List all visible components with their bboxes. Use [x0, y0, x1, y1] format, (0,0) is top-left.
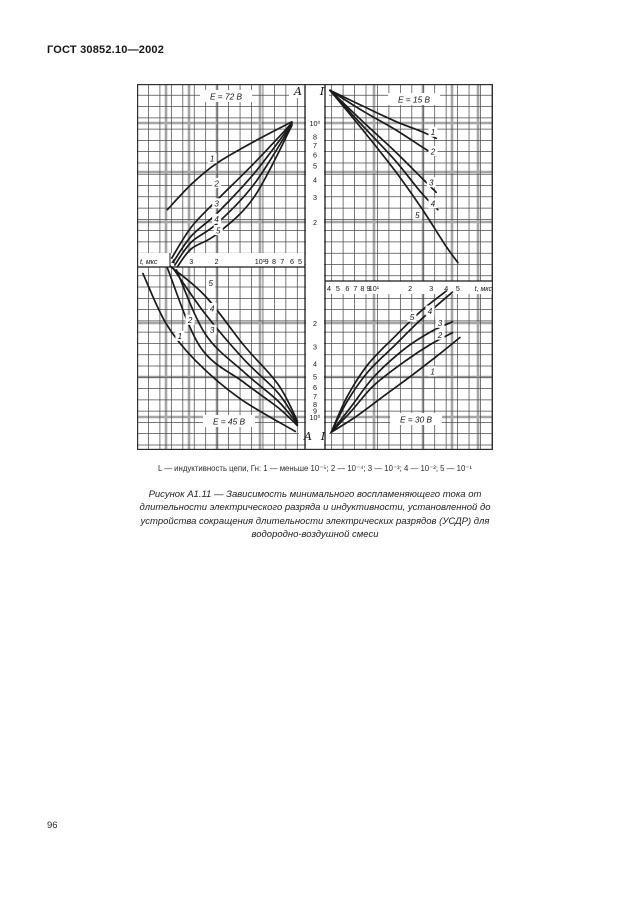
svg-text:2: 2 — [187, 316, 193, 325]
svg-text:A: A — [303, 430, 312, 443]
svg-text:7: 7 — [313, 141, 317, 150]
svg-text:3: 3 — [313, 343, 317, 352]
svg-text:2: 2 — [313, 319, 317, 328]
svg-text:4: 4 — [327, 284, 331, 293]
svg-text:3: 3 — [210, 326, 215, 335]
figure-caption-line: длительности электрического разряда и ин… — [139, 502, 491, 514]
svg-text:9: 9 — [367, 284, 371, 293]
figure-caption: Рисунок А1.11 — Зависимость минимального… — [75, 488, 555, 542]
svg-text:3: 3 — [214, 200, 219, 209]
svg-text:7: 7 — [353, 284, 357, 293]
svg-text:3: 3 — [189, 257, 193, 266]
svg-text:10⁰: 10⁰ — [310, 413, 321, 422]
svg-text:4: 4 — [313, 175, 317, 184]
svg-text:t, мкс: t, мкс — [475, 286, 493, 293]
svg-text:8: 8 — [313, 400, 317, 409]
svg-text:7: 7 — [313, 392, 317, 401]
svg-text:1: 1 — [430, 368, 434, 377]
svg-text:A: A — [293, 85, 302, 98]
page-number: 96 — [47, 820, 58, 831]
svg-text:E = 72 В: E = 72 В — [210, 92, 243, 102]
svg-text:2: 2 — [215, 257, 219, 266]
svg-text:I: I — [319, 85, 325, 98]
svg-text:9: 9 — [265, 257, 269, 266]
svg-text:2: 2 — [313, 218, 317, 227]
svg-text:6: 6 — [313, 150, 317, 159]
svg-text:2: 2 — [408, 284, 412, 293]
svg-text:5: 5 — [410, 313, 415, 322]
svg-text:4: 4 — [313, 359, 317, 368]
figure-legend: L — индуктивность цепи, Гн: 1 — меньше 1… — [157, 464, 473, 473]
document-header: ГОСТ 30852.10—2002 — [47, 44, 165, 56]
svg-text:3: 3 — [429, 178, 434, 187]
svg-text:5: 5 — [456, 284, 460, 293]
figure-area: t, мкс 4 3 2 10¹ 9 8 7 6 5 4 5 6 7 8 9 10¹ 2 3 4 5 t, мкс 10⁰ 8… — [136, 83, 493, 450]
svg-text:3: 3 — [429, 284, 433, 293]
svg-text:8: 8 — [313, 133, 317, 142]
figure-caption-line: водородно-воздушной смеси — [251, 529, 379, 541]
svg-text:4: 4 — [444, 284, 448, 293]
svg-text:8: 8 — [272, 257, 276, 266]
svg-text:4: 4 — [210, 304, 215, 313]
svg-text:E = 30 В: E = 30 В — [400, 415, 433, 425]
svg-text:4: 4 — [431, 200, 436, 209]
svg-text:10¹: 10¹ — [255, 257, 266, 266]
svg-text:1: 1 — [431, 128, 435, 137]
svg-text:E = 15 В: E = 15 В — [398, 95, 431, 105]
svg-text:10¹: 10¹ — [369, 284, 380, 293]
svg-text:5: 5 — [313, 372, 317, 381]
svg-text:5: 5 — [336, 284, 340, 293]
svg-text:7: 7 — [280, 257, 284, 266]
svg-text:3: 3 — [438, 319, 443, 328]
svg-text:3: 3 — [313, 193, 317, 202]
svg-text:1: 1 — [210, 155, 214, 164]
svg-text:2: 2 — [213, 179, 219, 188]
svg-text:5: 5 — [216, 226, 221, 235]
figure-caption-line: Рисунок А1.11 — Зависимость минимального… — [148, 489, 482, 500]
svg-text:8: 8 — [360, 284, 364, 293]
svg-text:4: 4 — [428, 307, 433, 316]
svg-text:5: 5 — [313, 162, 317, 171]
svg-text:1: 1 — [178, 332, 182, 341]
svg-text:9: 9 — [313, 407, 317, 416]
svg-text:5: 5 — [415, 211, 420, 220]
svg-text:2: 2 — [430, 147, 436, 156]
svg-text:6: 6 — [290, 257, 294, 266]
svg-text:2: 2 — [437, 331, 443, 340]
svg-text:6: 6 — [345, 284, 349, 293]
svg-text:I: I — [320, 430, 326, 443]
svg-text:5: 5 — [208, 279, 213, 288]
figure-caption-line: устройства сокращения длительности элект… — [140, 515, 490, 527]
svg-text:4: 4 — [214, 215, 219, 224]
svg-text:t, мкс: t, мкс — [140, 259, 158, 266]
svg-text:6: 6 — [313, 383, 317, 392]
svg-text:E = 45 В: E = 45 В — [213, 417, 246, 427]
svg-text:5: 5 — [298, 257, 302, 266]
svg-text:10⁰: 10⁰ — [310, 119, 321, 128]
